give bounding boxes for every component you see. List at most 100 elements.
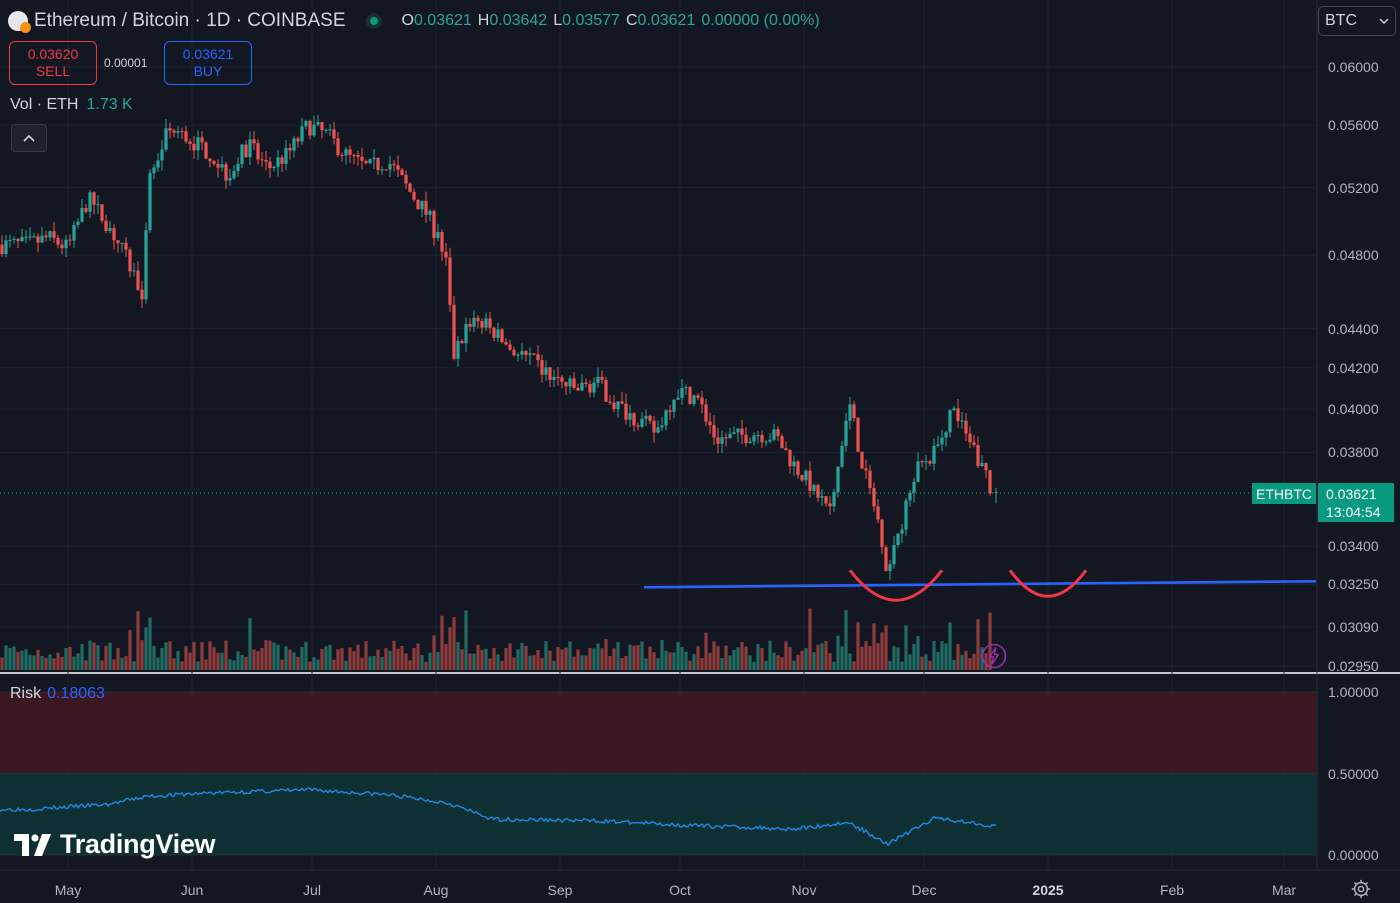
- volume-bar: [312, 657, 316, 670]
- cup-arc: [848, 569, 944, 602]
- candle-body: [120, 242, 124, 244]
- volume-bar: [928, 660, 932, 670]
- candle-body: [492, 327, 496, 338]
- candle-body: [108, 228, 112, 231]
- volume-bar: [192, 641, 196, 670]
- volume-bar: [304, 641, 308, 670]
- tradingview-logo[interactable]: TradingView: [14, 829, 216, 860]
- risk-indicator: [0, 691, 1316, 856]
- candle-body: [788, 450, 792, 467]
- volume-bar: [20, 650, 24, 670]
- candle-body: [412, 191, 416, 200]
- candle-body: [132, 270, 136, 272]
- candle-body: [396, 165, 400, 170]
- candle-body: [588, 384, 592, 393]
- currency-selector[interactable]: BTC: [1318, 6, 1396, 36]
- candle-body: [76, 221, 80, 225]
- volume-bar: [828, 653, 832, 670]
- candle-body: [64, 239, 68, 249]
- candle-body: [144, 230, 148, 300]
- volume-bar: [988, 612, 992, 670]
- chevron-up-icon: [23, 134, 35, 142]
- volume-bar: [68, 646, 72, 670]
- candle-body: [756, 434, 760, 436]
- candle-body: [408, 183, 412, 192]
- candle-body: [764, 441, 768, 443]
- candle-body: [916, 461, 920, 482]
- candle-body: [436, 232, 440, 239]
- volume-bar: [272, 642, 276, 670]
- candle-body: [240, 144, 244, 164]
- volume-bar: [592, 648, 596, 670]
- symbol-header[interactable]: Ethereum / Bitcoin · 1D · COINBASE O0.03…: [8, 8, 826, 34]
- candle-body: [600, 376, 604, 380]
- volume-bar: [744, 646, 748, 670]
- volume-bar: [768, 640, 772, 670]
- volume-bar: [860, 646, 864, 670]
- volume-bar: [384, 648, 388, 670]
- volume-bar: [624, 655, 628, 670]
- risk-legend[interactable]: Risk 0.18063: [10, 685, 105, 703]
- candle-body: [28, 236, 32, 238]
- volume-bar: [684, 651, 688, 670]
- volume-bar: [40, 655, 44, 670]
- candle-body: [664, 410, 668, 426]
- candle-body: [296, 138, 300, 142]
- candle-body: [8, 239, 12, 241]
- candle-body: [776, 429, 780, 437]
- candle-body: [640, 418, 644, 427]
- candle-body: [620, 401, 624, 404]
- volume-bar: [956, 643, 960, 670]
- price-tick-label: 0.05200: [1328, 179, 1379, 196]
- volume-bar: [84, 660, 88, 670]
- candle-body: [428, 211, 432, 215]
- volume-bar: [788, 646, 792, 670]
- candle-body: [148, 173, 152, 231]
- volume-bar: [464, 610, 468, 670]
- volume-bar: [484, 648, 488, 670]
- candle-body: [40, 235, 44, 243]
- gear-icon[interactable]: [1350, 878, 1372, 900]
- candle-body: [964, 420, 968, 434]
- volume-value: 1.73 K: [86, 96, 133, 113]
- candle-body: [888, 564, 892, 572]
- volume-bar: [572, 656, 576, 670]
- volume-bar: [972, 653, 976, 670]
- volume-bar: [116, 647, 120, 670]
- sell-button[interactable]: 0.03620 SELL: [9, 41, 97, 85]
- volume-bar: [776, 655, 780, 670]
- volume-bars: [0, 608, 992, 670]
- candle-body: [360, 156, 364, 161]
- volume-bar: [492, 648, 496, 670]
- volume-bar: [212, 647, 216, 670]
- volume-bar: [92, 642, 96, 670]
- volume-bar: [908, 654, 912, 670]
- buy-button[interactable]: 0.03621 BUY: [164, 41, 252, 85]
- volume-bar: [60, 656, 64, 670]
- volume-bar: [316, 659, 320, 670]
- candle-body: [188, 141, 192, 144]
- candle-body: [608, 401, 612, 403]
- volume-bar: [56, 652, 60, 670]
- candle-body: [100, 204, 104, 221]
- volume-bar: [580, 655, 584, 670]
- volume-bar: [372, 655, 376, 670]
- volume-bar: [824, 640, 828, 670]
- volume-legend[interactable]: Vol · ETH 1.73 K: [10, 96, 133, 114]
- volume-bar: [540, 657, 544, 670]
- last-price-tag: 0.03621 13:04:54: [1318, 483, 1394, 522]
- lightning-icon[interactable]: [981, 643, 1007, 669]
- candle-body: [636, 425, 640, 427]
- volume-bar: [200, 642, 204, 670]
- candle-body: [932, 445, 936, 464]
- collapse-legend-button[interactable]: [11, 124, 47, 152]
- market-open-dot: [365, 13, 382, 29]
- candle-body: [160, 149, 164, 161]
- volume-bar: [880, 632, 884, 670]
- volume-bar: [152, 645, 156, 670]
- symbol-title[interactable]: Ethereum / Bitcoin · 1D · COINBASE: [34, 10, 346, 31]
- candle-body: [660, 425, 664, 428]
- volume-bar: [4, 645, 8, 670]
